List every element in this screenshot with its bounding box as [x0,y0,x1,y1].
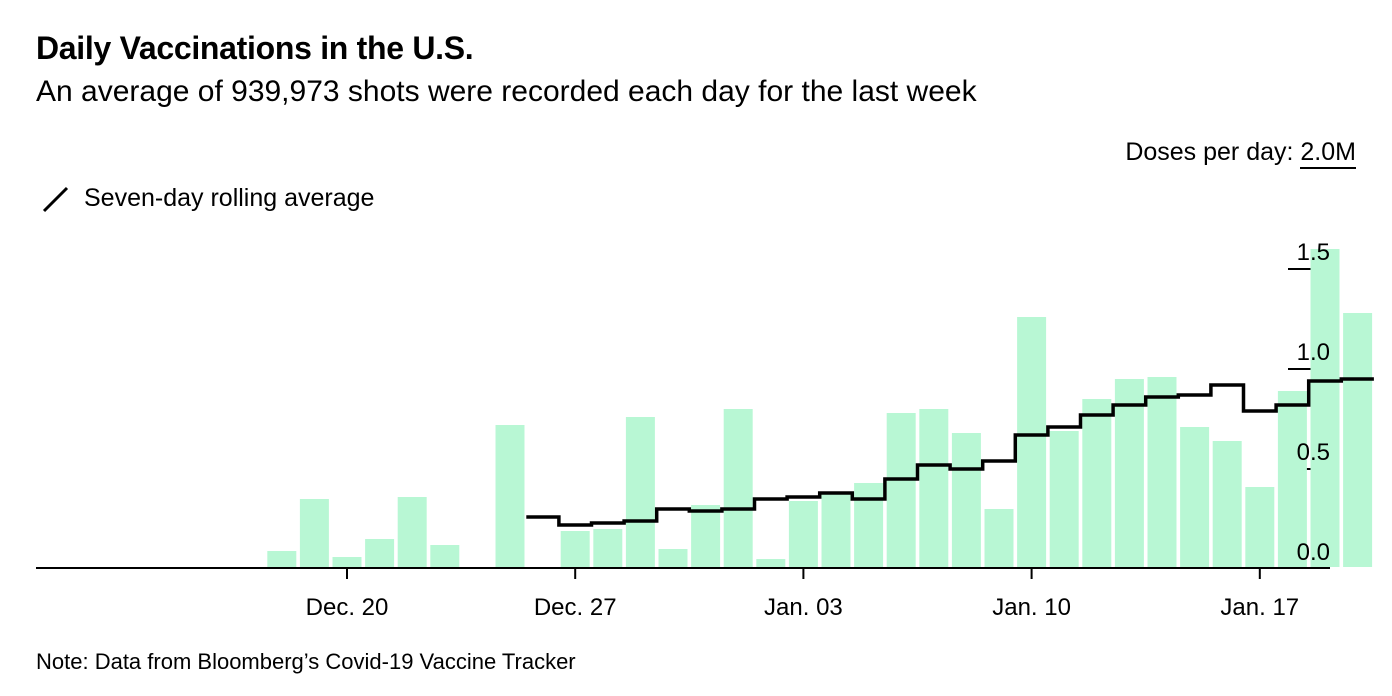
bar [430,545,460,567]
y-tick-label: 0.0 [1297,539,1330,566]
bar [854,483,884,567]
chart-note: Note: Data from Bloomberg’s Covid-19 Vac… [36,649,576,674]
bar [788,501,818,567]
bar [658,549,688,567]
bar [397,497,427,567]
bar [593,529,623,567]
x-tick-label: Dec. 27 [534,594,617,621]
legend-label: Seven-day rolling average [84,183,375,212]
bar [1114,379,1144,567]
bar [919,409,949,567]
bar [691,505,721,567]
bar [984,509,1014,567]
x-tick-label: Dec. 20 [306,594,389,621]
bar [821,493,851,567]
x-tick-label: Jan. 10 [992,594,1071,621]
bar [495,425,525,567]
bar [1180,427,1210,567]
bar [1212,441,1242,567]
y-axis-max-label: 2.0M [1300,138,1356,169]
bar [1343,313,1373,567]
bar [299,499,329,567]
y-axis-unit: Doses per day: 2.0M [1125,138,1356,169]
y-axis-unit-label: Doses per day: [1125,138,1294,166]
bar [1049,431,1079,567]
bar [756,559,786,567]
bar [332,557,362,567]
y-tick-label: 1.0 [1297,339,1330,366]
y-tick-label: 1.5 [1297,239,1330,266]
bar [1277,391,1307,567]
x-tick-label: Jan. 03 [764,594,843,621]
bar [1082,399,1112,567]
rolling-average-legend-icon [42,186,69,213]
bar [1017,317,1047,567]
bar [886,413,916,567]
x-tick-label: Jan. 17 [1220,594,1299,621]
legend: Seven-day rolling average [40,182,374,214]
bar [723,409,753,567]
rolling-average-line [526,377,1374,527]
bar [560,531,590,567]
y-tick-label: 0.5 [1297,439,1330,466]
bar [1245,487,1275,567]
chart-subtitle: An average of 939,973 shots were recorde… [36,75,977,108]
bar [267,551,297,567]
bar [951,433,981,567]
bar [1147,377,1177,567]
bar [1310,249,1340,567]
bar [365,539,395,567]
bar [625,417,655,567]
chart-title: Daily Vaccinations in the U.S. [36,30,474,66]
